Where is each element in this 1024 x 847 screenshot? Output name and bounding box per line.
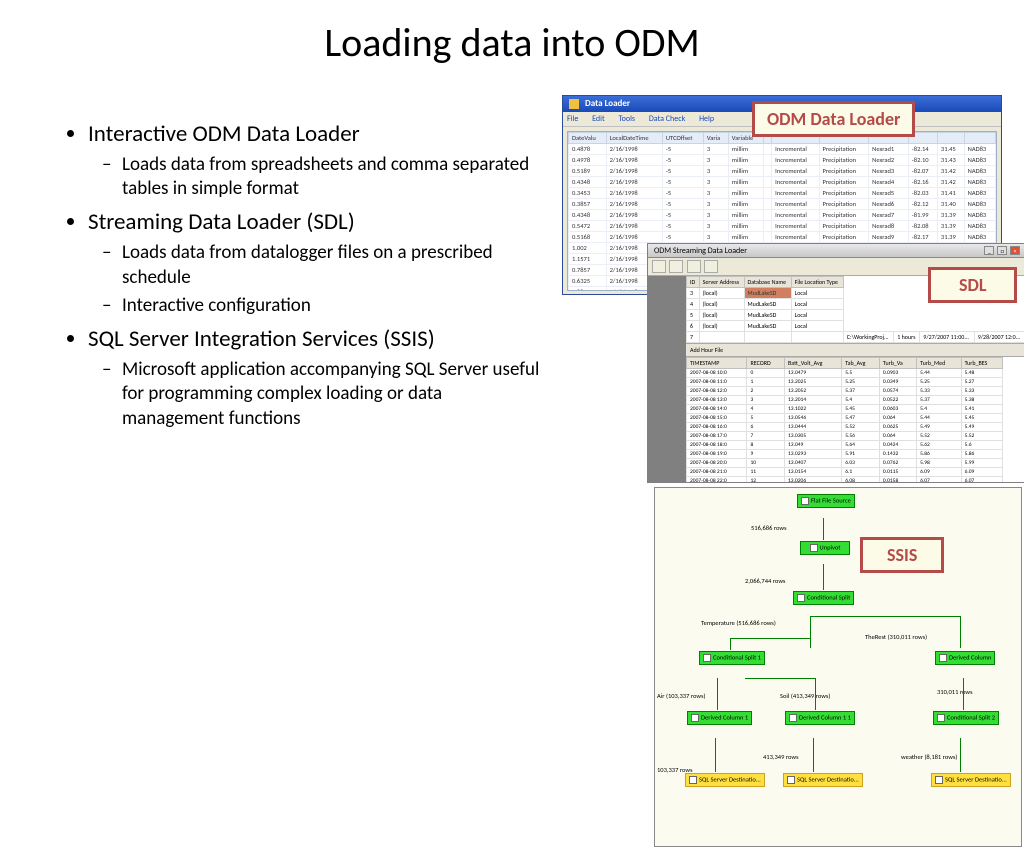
tool-icon[interactable] xyxy=(652,260,666,273)
badge-odm: ODM Data Loader xyxy=(752,101,915,137)
sdl-data-grid: TIMESTAMPRECORDBatt_Volt_AvgTab_AvgTurb_… xyxy=(686,357,1024,482)
badge-sdl: SDL xyxy=(928,267,1017,303)
ssis-edge-label: 310,011 rows xyxy=(937,688,973,696)
menu-tools[interactable]: Tools xyxy=(618,114,635,124)
ssis-node-flatfile: Flat File Source xyxy=(797,494,855,508)
ssis-node-sqldest1: SQL Server Destinatio... xyxy=(783,773,863,787)
bullet-content: Interactive ODM Data Loader Loads data f… xyxy=(60,120,540,438)
maximize-icon[interactable]: □ xyxy=(997,246,1007,255)
bullet-3-1: Microsoft application accompanying SQL S… xyxy=(122,358,540,432)
tool-icon[interactable] xyxy=(704,260,718,273)
tool-icon[interactable] xyxy=(687,260,701,273)
bullet-2-1: Loads data from datalogger files on a pr… xyxy=(122,241,540,290)
ssis-node-condsplit: Conditional Split xyxy=(793,591,854,605)
close-icon[interactable]: × xyxy=(1010,246,1020,255)
bullet-1-1: Loads data from spreadsheets and comma s… xyxy=(122,153,540,202)
bullet-1: Interactive ODM Data Loader Loads data f… xyxy=(88,120,540,202)
ssis-edge-label: Soil (413,349 rows) xyxy=(780,692,830,700)
ssis-node-derivedcol: Derived Column xyxy=(935,651,995,665)
menu-help[interactable]: Help xyxy=(699,114,714,124)
minimize-icon[interactable]: _ xyxy=(984,246,994,255)
ssis-diagram: Flat File Source 516,686 rows Unpivot 2,… xyxy=(654,487,1022,847)
menu-edit[interactable]: Edit xyxy=(592,114,605,124)
ssis-edge-label: Temperature (516,686 rows) xyxy=(701,619,776,627)
sdl-sidebar xyxy=(648,276,686,482)
ssis-edge-label: weather (8,181 rows) xyxy=(901,753,957,761)
ssis-node-sqldest: SQL Server Destinatio... xyxy=(685,773,765,787)
ssis-edge-label: Air (103,337 rows) xyxy=(657,692,705,700)
menu-datacheck[interactable]: Data Check xyxy=(649,114,685,124)
ssis-node-condsplit2: Conditional Split 2 xyxy=(933,711,999,725)
ssis-node-condsplit1: Conditional Split 1 xyxy=(699,651,765,665)
sdl-titlebar: ODM Streaming Data Loader _ □ × xyxy=(648,244,1024,258)
window-icon xyxy=(569,99,579,109)
ssis-edge-label: TheRest (310,011 rows) xyxy=(865,633,927,641)
ssis-node-derivedcol11: Derived Column 1 1 xyxy=(785,711,855,725)
bullet-2: Streaming Data Loader (SDL) Loads data f… xyxy=(88,208,540,319)
menu-file[interactable]: File xyxy=(567,114,578,124)
tool-icon[interactable] xyxy=(669,260,683,273)
ssis-edge-label: 516,686 rows xyxy=(751,524,787,532)
ssis-node-derivedcol1: Derived Column 1 xyxy=(687,711,752,725)
badge-ssis: SSIS xyxy=(860,537,944,573)
ssis-node-unpivot: Unpivot xyxy=(800,541,850,555)
ssis-node-sqldest2: SQL Server Destinatio... xyxy=(931,773,1011,787)
sdl-subheader: Add Hour File xyxy=(686,343,1024,357)
ssis-edge-label: 2,066,744 rows xyxy=(745,577,785,585)
slide-title: Loading data into ODM xyxy=(0,0,1024,77)
bullet-3: SQL Server Integration Services (SSIS) M… xyxy=(88,325,540,432)
bullet-2-2: Interactive configuration xyxy=(122,294,540,319)
ssis-edge-label: 413,349 rows xyxy=(763,753,799,761)
